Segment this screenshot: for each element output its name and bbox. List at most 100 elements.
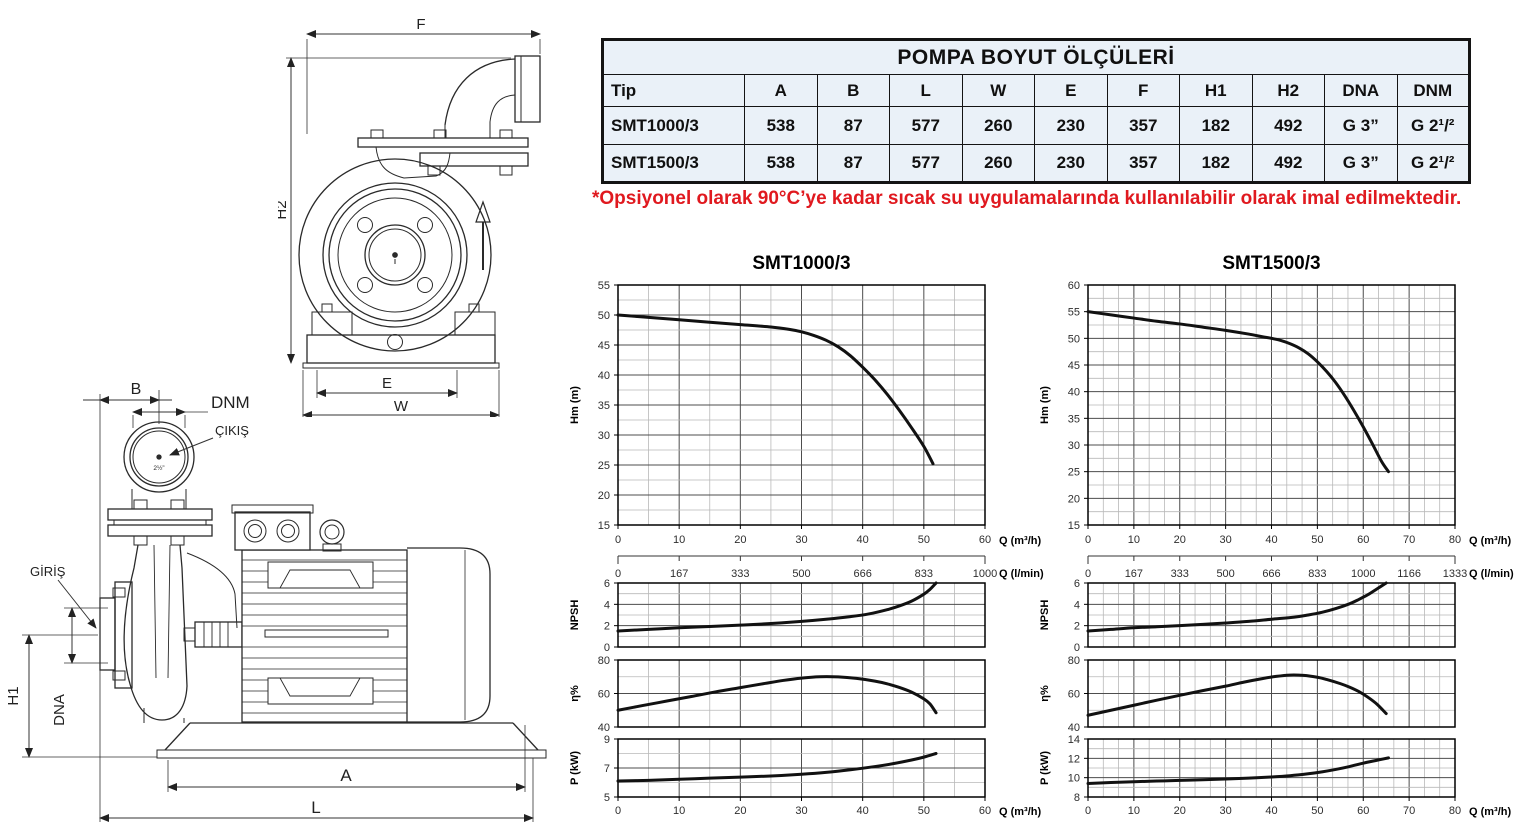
subplot-power: 8 10 12 14 P (kW) (1039, 734, 1456, 804)
x-tick-label: 50 (1311, 805, 1323, 817)
eff-curve (616, 675, 938, 715)
chart-column-smt1500-3: SMT1500/3 15 20 25 30 35 40 45 50 55 60 Hm (m) 0 2 4 6 N… (1035, 245, 1516, 831)
y-tick-label: 12 (1068, 753, 1080, 765)
x2-tick-label: 1333 (1443, 568, 1467, 580)
x2-tick-label: 0 (615, 568, 621, 580)
y-tick-label: 50 (1068, 333, 1080, 345)
x-tick-label: 60 (979, 805, 991, 817)
table-row: SMT1000/3 538 87 577 260 230 357 182 492… (602, 106, 1470, 145)
pump-side-body (99, 390, 547, 759)
y-tick-label: 30 (598, 430, 610, 442)
hot-water-note: *Opsiyonel olarak 90°C’ye kadar sıcak su… (592, 188, 1462, 209)
cell-value: 87 (816, 144, 890, 183)
y-axis-label-eff: η% (569, 685, 581, 702)
subplot-eff: 40 60 80 η% (569, 655, 986, 734)
cell-value: G 3” (1324, 106, 1398, 145)
y-tick-label: 15 (1068, 520, 1080, 532)
x-tick-label: 60 (1357, 805, 1369, 817)
x-tick-label: 10 (1128, 805, 1140, 817)
subplot-eff: 40 60 80 η% (1039, 655, 1456, 734)
y-tick-label: 20 (1068, 493, 1080, 505)
y-axis-label-head: Hm (m) (1039, 386, 1051, 424)
y-axis-label-npsh: NPSH (1039, 600, 1051, 631)
x-tick-label: 50 (918, 805, 930, 817)
subplot-power: 5 7 9 P (kW) (569, 734, 986, 804)
cell-model: SMT1000/3 (602, 106, 745, 145)
cell-value: 260 (961, 106, 1035, 145)
front-view-drawing: F H2 E W (278, 16, 541, 417)
table-row: SMT1500/3 538 87 577 260 230 357 182 492… (602, 144, 1470, 183)
pump-dimensions-table: POMPA BOYUT ÖLÇÜLERİ Tip A B L W E F H1 … (601, 38, 1471, 184)
pump-front-body (298, 55, 541, 369)
eff-curve (1086, 673, 1388, 717)
x-tick-label: 0 (615, 534, 621, 546)
x2-axis-unit: Q (l/min) (1469, 568, 1514, 580)
col-header-tip: Tip (602, 74, 745, 107)
col-header-dna: DNA (1324, 74, 1398, 107)
cell-model: SMT1500/3 (602, 144, 745, 183)
chart-column-smt1000-3: SMT1000/3 15 20 25 30 35 40 45 50 55 Hm (m) 0 2 4 6 NPS… (565, 245, 1050, 831)
dim-label-w: W (394, 398, 409, 415)
y-tick-label: 60 (1068, 689, 1080, 701)
y-tick-label: 80 (1068, 655, 1080, 667)
x-tick-label: 40 (857, 534, 869, 546)
x-tick-label: 60 (979, 534, 991, 546)
subplot-npsh: 0 2 4 6 NPSH (1039, 578, 1456, 654)
chart-title: SMT1500/3 (1222, 253, 1320, 274)
y-axis-label-power: P (kW) (569, 751, 581, 785)
x-tick-label: 10 (1128, 534, 1140, 546)
x-tick-label: 20 (1174, 534, 1186, 546)
x-tick-label: 50 (1311, 534, 1323, 546)
cell-value: 492 (1251, 106, 1325, 145)
y-tick-label: 20 (598, 490, 610, 502)
x2-tick-label: 666 (1262, 568, 1280, 580)
dim-label-dnm: DNM (211, 393, 250, 412)
x2-tick-label: 833 (1308, 568, 1326, 580)
cell-value: G 3” (1324, 144, 1398, 183)
y-tick-label: 25 (598, 460, 610, 472)
y-tick-label: 55 (598, 280, 610, 292)
side-view-dimensions (22, 394, 534, 822)
subplot-head: 15 20 25 30 35 40 45 50 55 60 Hm (m) (1039, 280, 1456, 532)
cell-value: G 2¹/² (1396, 106, 1470, 145)
x-tick-label: 20 (734, 805, 746, 817)
x-tick-label: 20 (1174, 805, 1186, 817)
x2-tick-label: 1000 (973, 568, 997, 580)
cell-value: 357 (1106, 106, 1180, 145)
y-tick-label: 40 (1068, 387, 1080, 399)
y-tick-label: 0 (1074, 642, 1080, 654)
cell-value: 182 (1179, 144, 1253, 183)
power-curve (1086, 756, 1390, 785)
dim-label-b: B (131, 381, 142, 398)
x-tick-label: 40 (1265, 805, 1277, 817)
y-tick-label: 35 (598, 400, 610, 412)
x-axis-unit: Q (m³/h) (1469, 535, 1511, 547)
y-tick-label: 50 (598, 310, 610, 322)
head-curve (1086, 310, 1390, 474)
cell-value: G 2¹/² (1396, 144, 1470, 183)
npsh-curve (1086, 581, 1388, 633)
cell-value: 577 (889, 144, 963, 183)
y-tick-label: 45 (598, 340, 610, 352)
dim-label-a: A (340, 766, 352, 785)
y-tick-label: 0 (604, 642, 610, 654)
outlet-label: ÇIKIŞ (215, 423, 249, 438)
dim-label-h1: H1 (8, 686, 22, 705)
cell-value: 230 (1034, 106, 1108, 145)
x2-tick-label: 333 (1171, 568, 1189, 580)
y-tick-label: 60 (1068, 280, 1080, 292)
x-tick-label: 30 (1220, 534, 1232, 546)
cell-value: 538 (744, 106, 818, 145)
x-tick-label: 20 (734, 534, 746, 546)
inlet-label: GİRİŞ (30, 564, 66, 579)
col-header-e: E (1034, 74, 1108, 107)
y-tick-label: 40 (598, 370, 610, 382)
x2-tick-label: 500 (792, 568, 810, 580)
x-tick-label: 30 (795, 534, 807, 546)
y-tick-label: 15 (598, 520, 610, 532)
y-tick-label: 40 (598, 722, 610, 734)
side-view-drawing: B DNM ÇIKIŞ 2½” GİRİŞ H1 DNA A L (8, 381, 547, 822)
x-tick-label: 10 (673, 534, 685, 546)
y-tick-label: 2 (1074, 621, 1080, 633)
